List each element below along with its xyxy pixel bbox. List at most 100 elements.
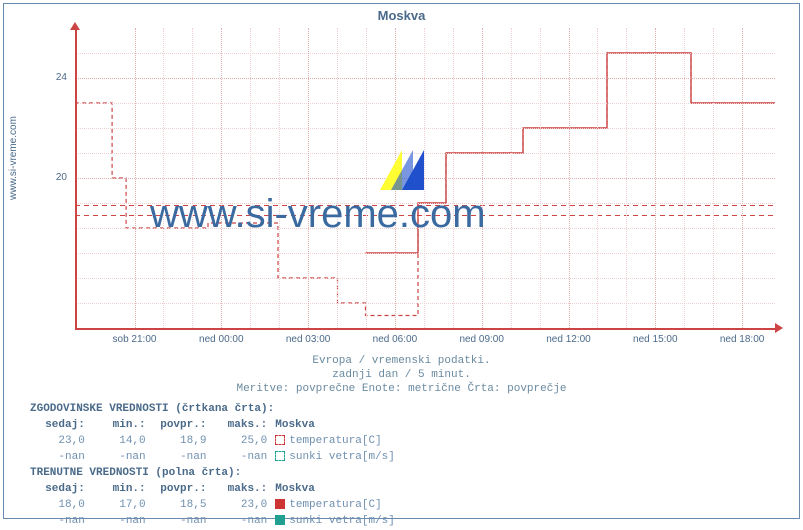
grid-h-minor	[75, 53, 775, 54]
legend-label: temperatura[C]	[289, 499, 381, 511]
table-row: 18,0 17,0 18,5 23,0 temperatura[C]	[32, 498, 401, 512]
grid-v-minor	[540, 28, 541, 328]
table-cell: 17,0	[93, 498, 152, 512]
table-cell: -nan	[93, 450, 152, 464]
hist-table-title: ZGODOVINSKE VREDNOSTI (črtkana črta):	[30, 402, 403, 416]
curr-table: sedaj: min.: povpr.: maks.:Moskva 18,0 1…	[30, 480, 403, 530]
x-tick-label: ned 00:00	[191, 334, 251, 345]
grid-h-minor	[75, 103, 775, 104]
series-header: Moskva	[275, 418, 401, 432]
x-axis-line	[75, 328, 775, 330]
y-tick-label: 20	[43, 172, 67, 183]
x-axis-arrow-icon	[775, 323, 783, 333]
table-cell: -nan	[154, 450, 213, 464]
legend-marker-icon	[275, 515, 285, 525]
table-cell: 23,0	[32, 434, 91, 448]
table-header-row: sedaj: min.: povpr.: maks.:Moskva	[32, 482, 401, 496]
source-url-vertical: www.si-vreme.com	[8, 116, 19, 200]
legend-marker-icon	[275, 499, 285, 509]
col-header: maks.:	[214, 418, 273, 432]
grid-v-minor	[713, 28, 714, 328]
col-header: min.:	[93, 418, 152, 432]
legend-label: sunki vetra[m/s]	[289, 515, 395, 527]
x-tick-label: ned 03:00	[278, 334, 338, 345]
legend-marker-icon	[275, 451, 285, 461]
caption-line-3: Meritve: povprečne Enote: metrične Črta:…	[0, 382, 803, 396]
grid-h-major	[75, 178, 775, 179]
col-header: maks.:	[214, 482, 273, 496]
chart-plot-area	[75, 28, 775, 328]
table-cell: -nan	[214, 450, 273, 464]
legend-marker-icon	[275, 435, 285, 445]
col-header: sedaj:	[32, 482, 91, 496]
hist-table: sedaj: min.: povpr.: maks.:Moskva 23,0 1…	[30, 416, 403, 466]
x-tick-label: ned 06:00	[365, 334, 425, 345]
grid-v-minor	[163, 28, 164, 328]
grid-v-minor	[192, 28, 193, 328]
col-header: sedaj:	[32, 418, 91, 432]
y-tick-label: 24	[43, 72, 67, 83]
legend-label: temperatura[C]	[289, 435, 381, 447]
table-cell: 23,0	[214, 498, 273, 512]
series-line	[75, 53, 775, 316]
table-row: -nan -nan -nan -nan sunki vetra[m/s]	[32, 450, 401, 464]
x-tick-label: ned 12:00	[539, 334, 599, 345]
grid-v-minor	[453, 28, 454, 328]
y-axis-arrow-icon	[70, 22, 80, 30]
grid-h-minor	[75, 278, 775, 279]
caption-line-1: Evropa / vremenski podatki.	[0, 354, 803, 368]
table-cell: 18,0	[32, 498, 91, 512]
x-tick-label: ned 18:00	[712, 334, 772, 345]
table-row: 23,0 14,0 18,9 25,0temperatura[C]	[32, 434, 401, 448]
table-cell: 18,9	[154, 434, 213, 448]
grid-v-minor	[337, 28, 338, 328]
legend-cell: sunki vetra[m/s]	[275, 514, 401, 528]
table-cell: 18,5	[154, 498, 213, 512]
legend-cell: temperatura[C]	[275, 434, 401, 448]
col-header: povpr.:	[154, 418, 213, 432]
chart-caption: Evropa / vremenski podatki. zadnji dan /…	[0, 354, 803, 396]
grid-v-major	[221, 28, 222, 328]
table-cell: -nan	[93, 514, 152, 528]
grid-h-minor	[75, 303, 775, 304]
grid-v-minor	[684, 28, 685, 328]
grid-v-major	[742, 28, 743, 328]
legend-cell: temperatura[C]	[275, 498, 401, 512]
grid-v-minor	[597, 28, 598, 328]
caption-line-2: zadnji dan / 5 minut.	[0, 368, 803, 382]
table-cell: 25,0	[214, 434, 273, 448]
y-axis-line	[75, 28, 77, 328]
x-tick-label: sob 21:00	[105, 334, 165, 345]
table-header-row: sedaj: min.: povpr.: maks.:Moskva	[32, 418, 401, 432]
x-tick-label: ned 15:00	[625, 334, 685, 345]
col-header: min.:	[93, 482, 152, 496]
grid-h-minor	[75, 153, 775, 154]
x-tick-label: ned 09:00	[452, 334, 512, 345]
table-cell: -nan	[214, 514, 273, 528]
chart-title: Moskva	[0, 8, 803, 23]
col-header: povpr.:	[154, 482, 213, 496]
curr-table-title: TRENUTNE VREDNOSTI (polna črta):	[30, 466, 403, 480]
grid-v-minor	[511, 28, 512, 328]
grid-v-major	[569, 28, 570, 328]
table-row: -nan -nan -nan -nan sunki vetra[m/s]	[32, 514, 401, 528]
table-cell: -nan	[32, 514, 91, 528]
grid-v-major	[135, 28, 136, 328]
grid-v-minor	[366, 28, 367, 328]
grid-h-minor	[75, 128, 775, 129]
legend-label: sunki vetra[m/s]	[289, 451, 395, 463]
grid-v-major	[655, 28, 656, 328]
grid-v-minor	[626, 28, 627, 328]
grid-v-minor	[279, 28, 280, 328]
table-cell: -nan	[32, 450, 91, 464]
table-cell: -nan	[154, 514, 213, 528]
series-header: Moskva	[275, 482, 401, 496]
grid-v-major	[308, 28, 309, 328]
watermark-logo-icon	[380, 150, 424, 190]
watermark-text: www.si-vreme.com	[150, 192, 486, 237]
grid-v-minor	[250, 28, 251, 328]
grid-h-minor	[75, 253, 775, 254]
grid-v-major	[482, 28, 483, 328]
grid-h-major	[75, 78, 775, 79]
legend-cell: sunki vetra[m/s]	[275, 450, 401, 464]
